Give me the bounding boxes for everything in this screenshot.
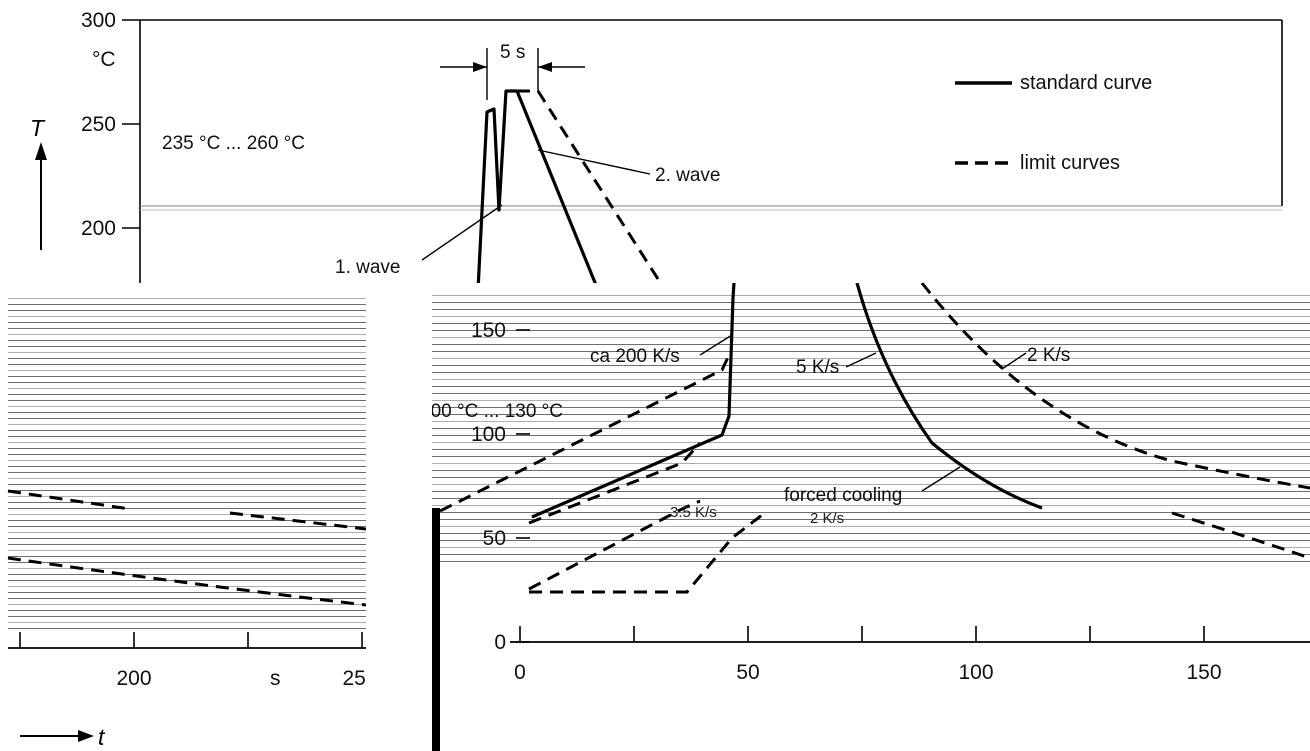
y-ticks-lower: 0 50 100 150 bbox=[471, 319, 530, 654]
standard-curve-peak bbox=[476, 89, 600, 290]
y-tick-label: 200 bbox=[81, 217, 116, 240]
limit-curve-preheat-mid bbox=[528, 441, 702, 525]
preheat-rate-high-label: 3.5 K/s bbox=[670, 504, 717, 521]
y-tick-label: 300 bbox=[81, 9, 116, 32]
legend-label-standard: standard curve bbox=[1020, 72, 1152, 94]
y-tick-label: 250 bbox=[81, 113, 116, 136]
x-unit-label: s bbox=[270, 667, 281, 690]
y-symbol-arrow-head bbox=[35, 142, 47, 160]
limit-curve-preheat-floor bbox=[529, 513, 763, 594]
x-tick-label: 250 bbox=[342, 667, 366, 690]
x-tick-label: 50 bbox=[736, 661, 759, 684]
lower-left-svg: 200 250 s t bbox=[7, 298, 366, 750]
limit-curve-tail-left-upper bbox=[7, 489, 131, 511]
limit-curve-preheat-upper bbox=[439, 352, 732, 513]
limit-curve-tail-left bbox=[7, 556, 366, 607]
cooling-5-leader bbox=[845, 352, 877, 368]
limit-curve-cooling bbox=[920, 283, 1310, 490]
wave1-label: 1. wave bbox=[335, 257, 400, 278]
wave2-label: 2. wave bbox=[655, 165, 720, 186]
preheat-rate-low-label: 2 K/s bbox=[810, 510, 844, 527]
legend: standard curve limit curves bbox=[955, 72, 1152, 174]
x-ticks-main: 0 50 100 150 bbox=[514, 626, 1222, 684]
limit-curve-cooling-low bbox=[1171, 511, 1310, 560]
standard-curve-cooling bbox=[855, 283, 1043, 510]
upper-svg: 200 250 300 °C T 235 °C ... 260 °C 5 s 1. … bbox=[30, 9, 1283, 290]
legend-label-limit: limit curves bbox=[1020, 152, 1120, 174]
preheat-range-label: 100 °C ... 130 °C bbox=[432, 401, 563, 422]
scan-lines-right bbox=[432, 295, 1310, 562]
x-tick-label: 100 bbox=[958, 661, 993, 684]
main-svg: 0 50 100 150 0 50 100 150 100 °C ... 130 °C ca… bbox=[432, 283, 1310, 751]
y-tick-label: 50 bbox=[483, 527, 506, 550]
y-ticks-upper: 200 250 300 bbox=[81, 9, 140, 240]
y-tick-label: 100 bbox=[471, 423, 506, 446]
heating-rate-leader bbox=[699, 334, 733, 356]
y-symbol-label: T bbox=[30, 115, 46, 141]
forced-cooling-leader bbox=[921, 466, 961, 492]
scan-edge-strip bbox=[432, 508, 440, 751]
wave2-leader bbox=[537, 149, 651, 175]
x-tick-label: 150 bbox=[1186, 661, 1221, 684]
x-symbol-label: t bbox=[98, 724, 106, 750]
x-ticks-left: 200 250 bbox=[19, 632, 366, 690]
x-tick-label: 0 bbox=[514, 661, 526, 684]
dwell-arrow-right-head bbox=[538, 62, 552, 72]
y-tick-label: 0 bbox=[494, 631, 506, 654]
chart-upper-fragment: 200 250 300 °C T 235 °C ... 260 °C 5 s 1. … bbox=[0, 0, 1310, 290]
forced-cooling-label: forced cooling bbox=[784, 485, 902, 506]
scan-lines-left bbox=[8, 298, 366, 629]
x-symbol-arrow-head bbox=[78, 730, 94, 742]
limit-curve-tail-left-mid bbox=[229, 511, 366, 531]
limit-curve-preheat-lower bbox=[528, 499, 701, 591]
x-tick-label: 200 bbox=[116, 667, 151, 690]
standard-curve-preheat bbox=[531, 283, 736, 519]
cooling-2-label: 2 K/s bbox=[1027, 345, 1070, 366]
dwell-arrow-left-head bbox=[473, 62, 487, 72]
heating-rate-label: ca 200 K/s bbox=[590, 346, 680, 367]
y-unit-label: °C bbox=[92, 48, 116, 71]
y-tick-label: 150 bbox=[471, 319, 506, 342]
chart-lower-right-fragment: 0 50 100 150 0 50 100 150 100 °C ... 130 °C ca… bbox=[432, 283, 1310, 751]
cooling-5-label: 5 K/s bbox=[796, 357, 839, 378]
limit-curve-peak bbox=[517, 89, 667, 290]
chart-lower-left-fragment: 200 250 s t bbox=[0, 283, 366, 751]
dwell-label: 5 s bbox=[500, 42, 525, 63]
cooling-2-leader bbox=[1001, 352, 1027, 370]
wave1-leader bbox=[421, 204, 503, 261]
peak-range-label: 235 °C ... 260 °C bbox=[162, 133, 305, 154]
